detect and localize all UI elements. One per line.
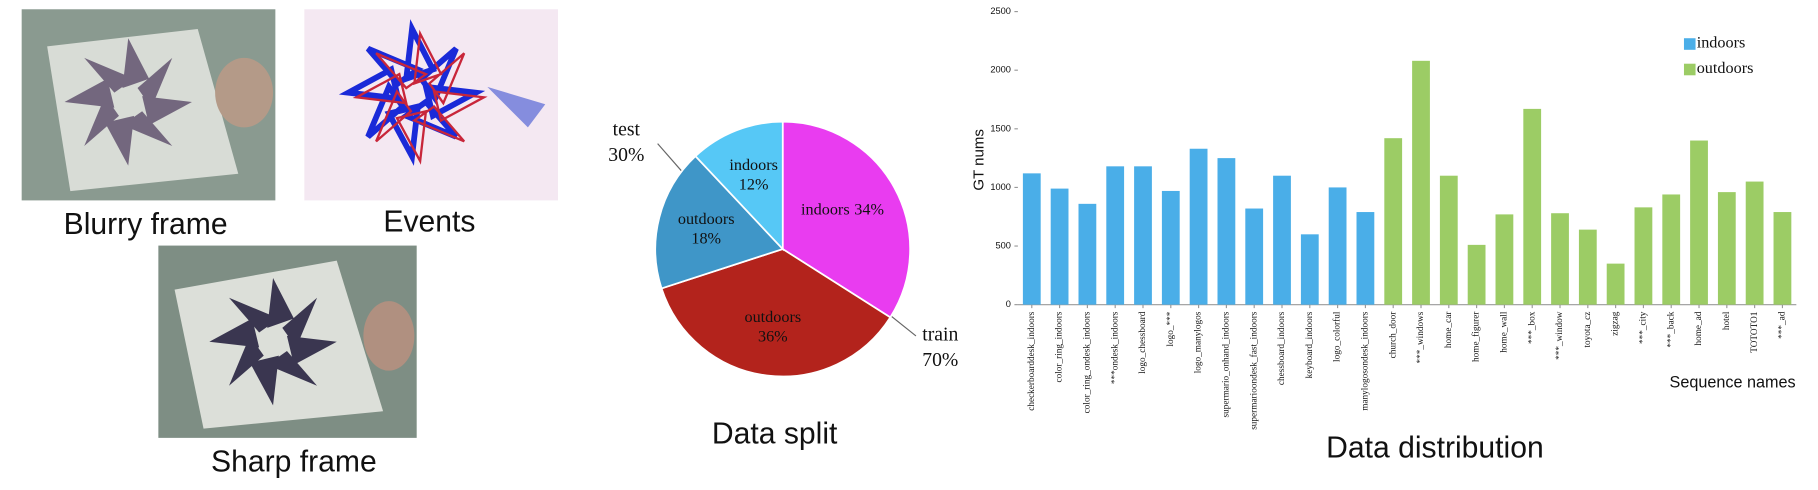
slice-label: outdoors — [678, 210, 735, 228]
events-image — [304, 9, 559, 201]
y-tick-label: 500 — [996, 240, 1011, 250]
chart-title: Data split — [712, 418, 838, 451]
bar — [1328, 187, 1347, 305]
x-tick-label: keyboard_indoors — [1305, 311, 1315, 378]
bar — [1217, 158, 1236, 305]
bar — [1022, 173, 1041, 305]
x-tick-label: logo_chessboard — [1138, 311, 1148, 374]
x-tick-label: supermario_onhand_indoors — [1222, 311, 1232, 417]
bar — [1245, 208, 1264, 305]
group-label: train — [922, 323, 958, 345]
pie-slice — [654, 154, 785, 290]
leader-line — [886, 312, 917, 337]
x-tick-label: home_figurer — [1472, 312, 1482, 362]
slice-value-label: 18% — [691, 230, 721, 248]
bar — [1717, 192, 1736, 305]
x-axis-label: Sequence names — [1670, 374, 1796, 392]
y-axis-label: GT nums — [971, 129, 988, 191]
leader-line — [657, 143, 683, 172]
x-tick-label: TOTOTO1 — [1750, 311, 1760, 352]
group-label: test — [613, 118, 641, 140]
bar — [1106, 166, 1125, 305]
slice-label: indoors — [801, 201, 850, 219]
x-tick-label: manylogosondesk_indoors — [1361, 311, 1371, 411]
bar — [1300, 234, 1319, 305]
x-tick-label: ***_back — [1666, 311, 1676, 347]
bar — [1662, 194, 1681, 305]
bar — [1050, 188, 1069, 305]
x-tick-label: color_ring_ondesk_indoors — [1083, 311, 1093, 413]
bar — [1690, 140, 1708, 305]
x-tick-label: supermarioondesk_fast_indoors — [1249, 311, 1259, 430]
image-caption: Events — [383, 206, 475, 239]
x-tick-label: chessboard_indoors — [1277, 311, 1287, 385]
slice-label: outdoors — [744, 308, 801, 326]
image-caption: Blurry frame — [64, 208, 228, 241]
x-tick-label: color_ring_indoors — [1055, 311, 1065, 382]
legend-swatch — [1683, 38, 1696, 50]
bar — [1161, 190, 1180, 305]
group-value-label: 70% — [922, 349, 958, 371]
slice-value-label: 36% — [758, 328, 788, 346]
blurry-image — [21, 9, 276, 201]
bar — [1551, 213, 1569, 305]
x-tick-label: ***_box — [1527, 311, 1537, 344]
x-tick-label: logo_manylogos — [1194, 311, 1204, 373]
x-tick-label: logo_*** — [1166, 311, 1176, 346]
y-tick-label: 2500 — [990, 6, 1011, 16]
group-value-label: 30% — [608, 144, 644, 166]
sharp-image — [158, 245, 417, 438]
y-tick-label: 1500 — [990, 123, 1011, 133]
bar — [1578, 229, 1597, 305]
bar — [1134, 166, 1152, 305]
bar — [1745, 181, 1764, 305]
x-tick-label: ***_windows — [1416, 311, 1426, 363]
bar — [1773, 212, 1792, 305]
slice-value-label: 34% — [854, 201, 884, 219]
bar — [1606, 263, 1625, 305]
slice-value-label: 12% — [739, 176, 769, 194]
x-tick-label: home_ad — [1694, 311, 1704, 345]
x-tick-label: logo_colorful — [1333, 311, 1343, 362]
y-tick-label: 1000 — [990, 182, 1011, 192]
x-tick-label: ***ondesk_indoors — [1110, 311, 1120, 384]
bar — [1412, 60, 1430, 305]
x-tick-label: zigzag — [1611, 311, 1621, 336]
x-tick-label: ***_city — [1639, 311, 1649, 344]
chart-title: Data distribution — [1326, 431, 1544, 464]
x-tick-label: church_door — [1388, 312, 1398, 359]
bar — [1523, 108, 1542, 305]
bar — [1384, 138, 1403, 305]
x-tick-label: ***_window — [1555, 311, 1565, 360]
x-tick-label: checkerboarddesk_indoors — [1027, 311, 1037, 411]
bar — [1467, 244, 1486, 305]
bar — [1078, 203, 1097, 305]
x-tick-label: hotel — [1722, 311, 1732, 330]
bar — [1495, 214, 1514, 305]
bar — [1634, 207, 1653, 305]
legend-label: outdoors — [1697, 59, 1754, 77]
image-caption: Sharp frame — [211, 445, 377, 478]
pie-slice — [694, 120, 784, 252]
x-tick-label: ***_ad — [1778, 311, 1788, 339]
y-tick-label: 0 — [1006, 299, 1011, 309]
bar — [1439, 175, 1458, 305]
y-tick-label: 2000 — [990, 65, 1011, 75]
x-tick-label: home_wall — [1500, 311, 1510, 353]
legend-swatch — [1683, 63, 1696, 76]
slice-label: indoors — [729, 156, 778, 174]
bar — [1189, 148, 1208, 305]
x-tick-label: home_car — [1444, 312, 1454, 348]
bar — [1356, 212, 1375, 305]
pie-slice — [660, 248, 892, 378]
bar — [1273, 175, 1291, 305]
legend-label: indoors — [1697, 34, 1746, 52]
x-tick-label: toyota_cz — [1583, 312, 1593, 348]
